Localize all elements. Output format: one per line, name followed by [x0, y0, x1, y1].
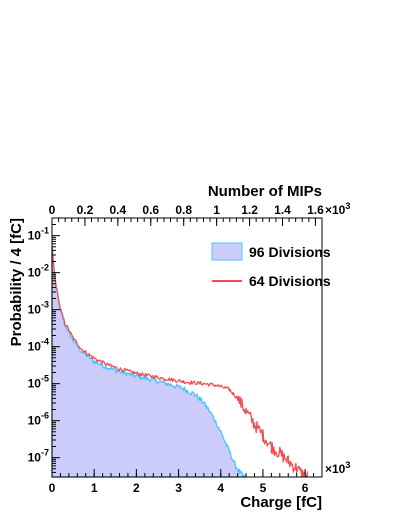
legend-label-64-divisions: 64 Divisions — [249, 273, 331, 289]
top-tick-label: 1.4 — [274, 203, 291, 217]
x-tick-label: 6 — [302, 481, 309, 495]
labels-layer: Charge [fC] Number of MIPs Probability /… — [8, 183, 350, 511]
x-tick-label: 1 — [91, 481, 98, 495]
axes-layer: 0 1 2 3 4 5 6 0 0.2 0.4 0.6 0.8 1 1.2 1.4 1.6 10-7 10-6 10… — [28, 203, 324, 495]
x-tick-label: 5 — [260, 481, 267, 495]
top-axis-label: Number of MIPs — [208, 183, 322, 200]
top-tick-label: 1 — [213, 203, 220, 217]
top-tick-label: 0 — [49, 203, 56, 217]
y-tick-label: 10-6 — [28, 411, 49, 428]
top-tick-label: 1.6 — [307, 203, 324, 217]
top-tick-label: 1.2 — [241, 203, 258, 217]
x-tick-label: 4 — [217, 481, 224, 495]
series-64-divisions — [51, 246, 308, 478]
y-tick-label: 10-1 — [28, 226, 49, 243]
y-tick-label: 10-4 — [28, 337, 49, 354]
top-tick-label: 0.4 — [110, 203, 127, 217]
y-tick-label: 10-5 — [28, 374, 49, 391]
x-axis-multiplier: ×103 — [325, 460, 350, 476]
legend: 96 Divisions 64 Divisions — [211, 242, 331, 289]
top-axis-multiplier: ×103 — [325, 201, 350, 217]
y-tick-label: 10-2 — [28, 263, 49, 280]
y-axis-label: Probability / 4 [fC] — [8, 218, 25, 346]
legend-label-96-divisions: 96 Divisions — [249, 244, 331, 260]
top-tick-label: 0.2 — [77, 203, 94, 217]
legend-swatch-96-divisions — [211, 242, 243, 261]
x-axis-label: Charge [fC] — [240, 494, 322, 511]
y-tick-label: 10-7 — [28, 448, 49, 465]
y-tick-label: 10-3 — [28, 300, 49, 317]
top-tick-label: 0.8 — [175, 203, 192, 217]
x-tick-label: 2 — [133, 481, 140, 495]
top-tick-label: 0.6 — [142, 203, 159, 217]
x-tick-label: 0 — [49, 481, 56, 495]
series-layer — [51, 246, 308, 478]
x-tick-label: 3 — [175, 481, 182, 495]
